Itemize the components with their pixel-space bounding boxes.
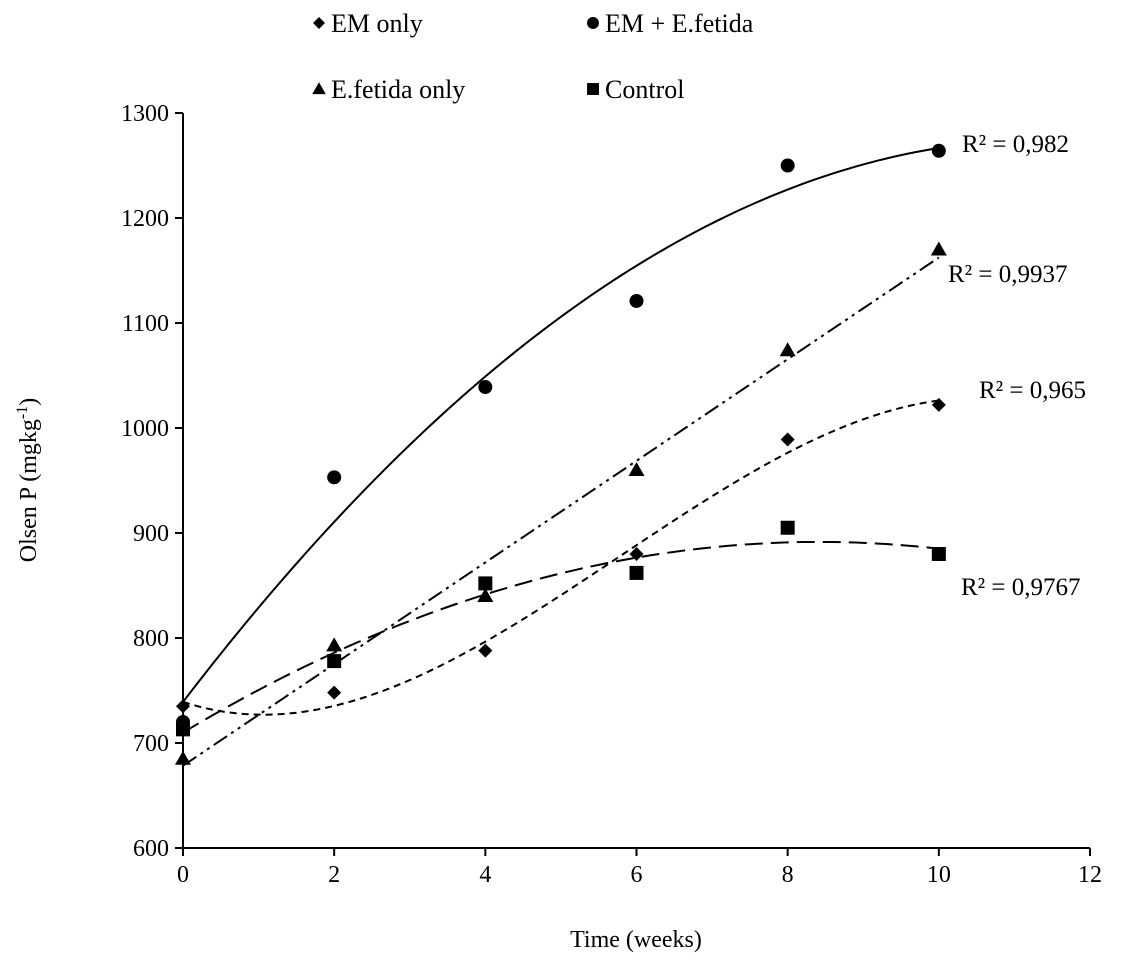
data-point-triangle xyxy=(779,342,796,357)
y-tick-label: 1200 xyxy=(121,206,169,232)
r2-label: R² = 0,9937 xyxy=(948,261,1068,288)
data-point-triangle xyxy=(930,241,947,256)
data-point-circle xyxy=(931,143,946,158)
data-point-diamond xyxy=(478,643,493,658)
trendline-diamond xyxy=(182,399,939,716)
x-axis-title: Time (weeks) xyxy=(570,927,702,953)
x-tick-label: 0 xyxy=(177,862,189,888)
legend-label: E.fetida only xyxy=(331,75,465,104)
legend-label: Control xyxy=(605,75,684,104)
legend: EM only EM + E.fetida E.fetida only Control xyxy=(312,9,754,104)
legend-item: EM + E.fetida xyxy=(587,9,754,38)
legend-label: EM only xyxy=(331,9,423,38)
y-axis-title-close: ) xyxy=(16,398,42,406)
y-axis-title: Olsen P (mgkg-1) xyxy=(14,398,42,562)
data-point-circle xyxy=(478,380,493,395)
trendline-square xyxy=(182,540,939,734)
legend-item: Control xyxy=(587,75,684,104)
trendlines xyxy=(182,147,940,767)
y-tick-label: 900 xyxy=(133,521,169,547)
y-tick-label: 1100 xyxy=(122,311,169,337)
data-point-square xyxy=(931,547,946,561)
legend-item: E.fetida only xyxy=(312,75,465,104)
data-points xyxy=(175,143,947,765)
legend-item: EM only xyxy=(313,9,423,38)
data-point-triangle xyxy=(477,588,494,602)
y-tick-label: 800 xyxy=(133,626,169,652)
data-point-diamond xyxy=(327,685,342,700)
r2-label: R² = 0,965 xyxy=(979,377,1086,404)
x-tick-label: 10 xyxy=(927,862,951,888)
x-tick-label: 12 xyxy=(1078,862,1102,888)
data-point-triangle xyxy=(628,462,645,476)
data-point-diamond xyxy=(931,397,946,412)
data-point-diamond xyxy=(629,547,644,561)
data-point-square xyxy=(780,520,795,535)
data-point-square xyxy=(629,565,644,580)
trendline-triangle xyxy=(182,256,940,767)
data-point-circle xyxy=(327,470,342,485)
y-tick-label: 1300 xyxy=(121,101,169,127)
legend-marker-diamond xyxy=(313,17,325,29)
data-point-triangle xyxy=(326,637,343,652)
data-point-circle xyxy=(629,293,644,308)
r2-label: R² = 0,9767 xyxy=(961,574,1081,601)
legend-marker-circle xyxy=(587,17,599,29)
trendline-circle xyxy=(182,147,939,703)
data-point-diamond xyxy=(176,699,190,714)
y-tick-label: 600 xyxy=(133,836,169,862)
legend-label: EM + E.fetida xyxy=(605,9,754,38)
x-tick-label: 4 xyxy=(479,862,491,888)
r2-labels: R² = 0,965 R² = 0,982 R² = 0,9937 R² = 0,97… xyxy=(948,131,1086,601)
data-point-diamond xyxy=(780,432,795,447)
data-point-triangle xyxy=(175,750,191,765)
y-axis-title-sup: -1 xyxy=(14,406,31,419)
y-tick-label: 1000 xyxy=(121,416,169,442)
x-tick-label: 2 xyxy=(328,862,340,888)
legend-marker-triangle xyxy=(312,82,326,95)
data-point-square xyxy=(176,722,190,737)
legend-marker-square xyxy=(587,83,599,95)
data-point-square xyxy=(327,654,342,669)
x-tick-label: 8 xyxy=(782,862,794,888)
x-tick-label: 6 xyxy=(631,862,643,888)
y-tick-label: 700 xyxy=(133,731,169,757)
y-axis-title-main: Olsen P (mgkg xyxy=(16,419,42,562)
data-point-square xyxy=(478,576,493,591)
data-point-circle xyxy=(780,158,795,173)
r2-label: R² = 0,982 xyxy=(962,131,1069,158)
axes: 600 700 800 900 1000 1100 1200 1300 0 2 4 6 8 10 12 xyxy=(121,101,1102,888)
